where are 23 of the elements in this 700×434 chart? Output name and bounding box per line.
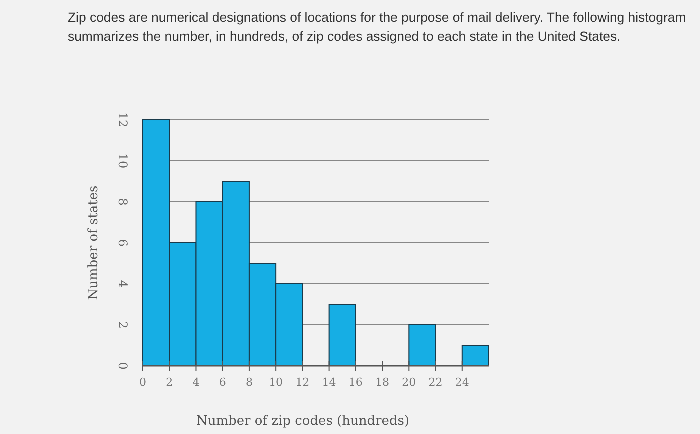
y-tick-label: 4 [116,280,130,288]
x-tick-label: 24 [455,376,470,389]
y-tick-label: 12 [116,112,130,128]
x-tick-label: 10 [269,376,284,389]
x-axis-title: Number of zip codes (hundreds) [196,414,410,429]
y-tick-label: 10 [116,153,130,169]
x-tick-label: 8 [246,376,253,389]
x-tick-label: 6 [219,376,226,389]
x-tick-label: 4 [192,376,200,389]
x-tick-label: 16 [348,376,363,389]
y-tick-label: 2 [116,321,130,329]
x-tick-label: 2 [166,376,174,389]
y-tick-label: 6 [116,239,130,247]
x-tick-label: 12 [296,376,310,389]
x-tick-label: 22 [428,376,443,389]
x-tick-label: 18 [376,376,390,389]
y-tick-label: 8 [116,198,130,206]
x-tick-label: 0 [140,376,146,389]
chart-title: Zip codes are numerical designations of locations for the purpose of mail delivery. The following histogram summarizes the number, in hundreds, of zip codes assigned to each state in the United States. [68,10,686,44]
y-tick-label: 0 [116,362,130,370]
x-tick-label: 20 [402,376,416,389]
x-tick-label: 14 [322,376,336,389]
y-axis-title: Number of states [86,186,102,300]
